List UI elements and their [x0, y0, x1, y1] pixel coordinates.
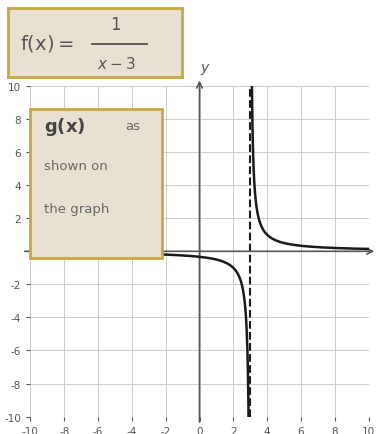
Text: $\mathbf{g(x)}$: $\mathbf{g(x)}$ [44, 115, 86, 137]
Text: as: as [125, 120, 140, 133]
Text: $\mathsf{1}$: $\mathsf{1}$ [111, 16, 122, 34]
Text: shown on: shown on [44, 159, 108, 172]
Text: $\mathsf{f(x)=}$: $\mathsf{f(x)=}$ [20, 33, 74, 54]
Text: $\mathit{x}-3$: $\mathit{x}-3$ [97, 56, 135, 72]
FancyBboxPatch shape [30, 110, 162, 258]
Text: the graph: the graph [44, 202, 109, 215]
Text: $y$: $y$ [200, 62, 211, 77]
